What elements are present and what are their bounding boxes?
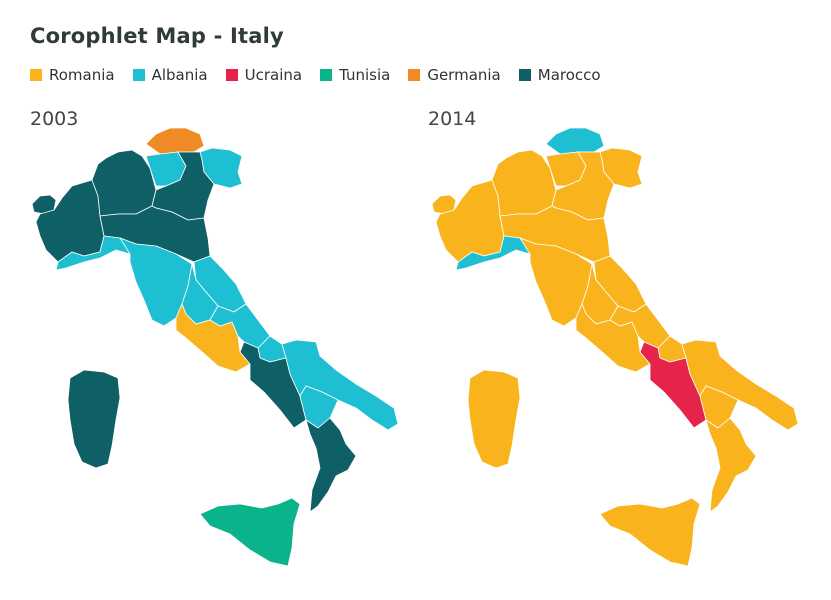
region-lombardia: [91, 149, 157, 217]
map-2014: [431, 127, 799, 567]
legend-item-germania: Germania: [408, 66, 501, 84]
chart-title: Corophlet Map - Italy: [30, 24, 284, 48]
legend-label-ucraina: Ucraina: [244, 66, 303, 84]
legend-label-romania: Romania: [49, 66, 115, 84]
legend-label-germania: Germania: [427, 66, 501, 84]
map-2003: [31, 127, 399, 567]
region-valle-d-aosta: [31, 194, 57, 215]
legend-swatch-germania: [408, 69, 421, 81]
region-lazio: [175, 303, 251, 373]
map-year-2003: 2003: [30, 108, 79, 130]
region-lombardia: [491, 149, 557, 217]
region-calabria: [305, 417, 357, 513]
region-sicilia: [199, 497, 301, 567]
legend-item-romania: Romania: [30, 66, 115, 84]
region-veneto: [151, 151, 215, 221]
region-sicilia: [599, 497, 701, 567]
legend-label-marocco: Marocco: [537, 66, 601, 84]
legend: Romania Albania Ucraina Tunisia Germania…: [30, 66, 601, 84]
legend-swatch-tunisia: [320, 69, 333, 81]
legend-swatch-romania: [30, 69, 42, 81]
legend-item-albania: Albania: [132, 66, 208, 84]
map-year-2014: 2014: [428, 108, 477, 130]
region-sardegna: [67, 369, 121, 469]
legend-item-tunisia: Tunisia: [320, 66, 390, 84]
legend-swatch-marocco: [518, 69, 531, 81]
region-calabria: [705, 417, 757, 513]
region-veneto: [551, 151, 615, 221]
legend-item-ucraina: Ucraina: [225, 66, 303, 84]
region-trentino-alto-adige-north: [545, 127, 605, 155]
region-lazio: [575, 303, 651, 373]
region-sardegna: [467, 369, 521, 469]
legend-label-tunisia: Tunisia: [339, 66, 391, 84]
region-trentino-alto-adige-north: [145, 127, 205, 155]
region-valle-d-aosta: [431, 194, 457, 215]
legend-swatch-ucraina: [225, 69, 238, 81]
legend-label-albania: Albania: [151, 66, 208, 84]
legend-item-marocco: Marocco: [518, 66, 601, 84]
region-piemonte: [435, 179, 505, 263]
region-piemonte: [35, 179, 105, 263]
legend-swatch-albania: [132, 69, 145, 81]
